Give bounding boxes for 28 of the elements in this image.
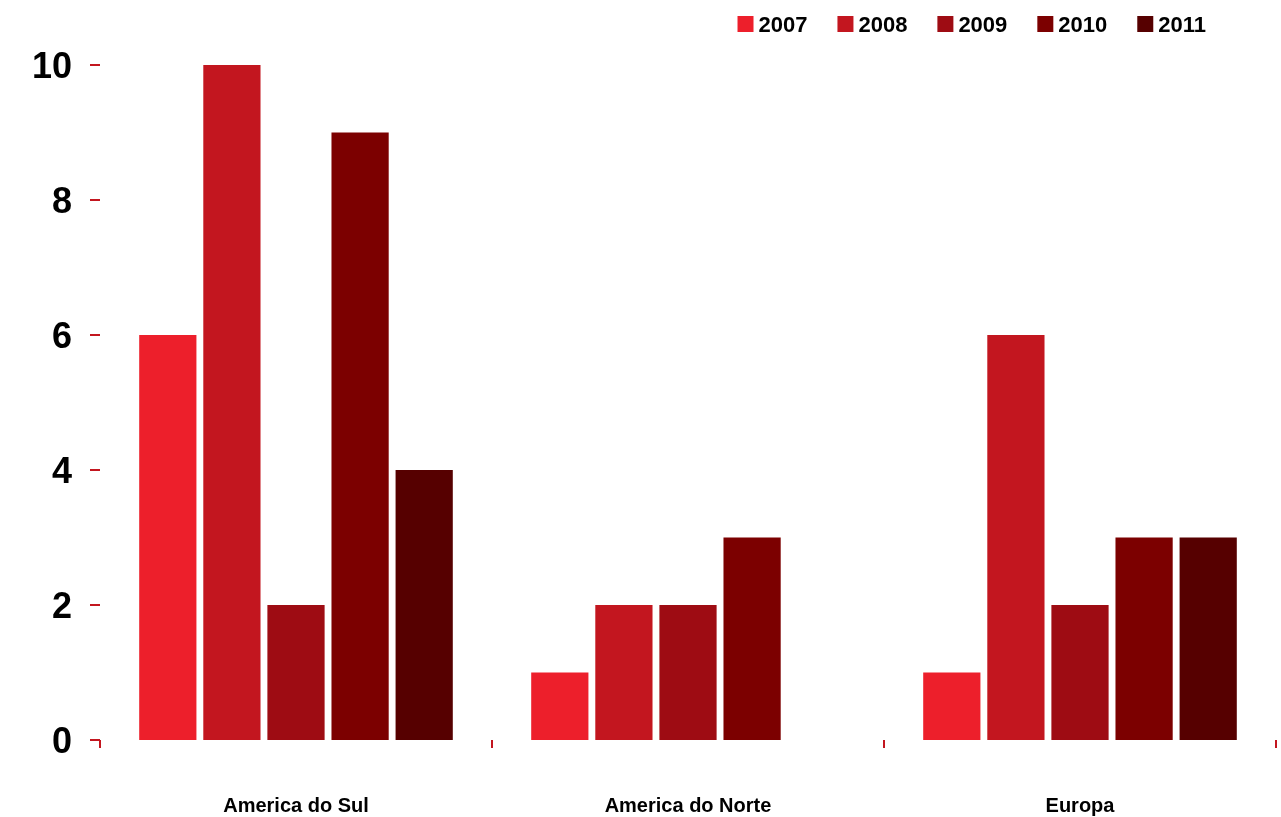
legend-label: 2010 [1058, 11, 1108, 37]
y-tick-label: 10 [31, 44, 72, 86]
bar [203, 65, 261, 740]
bar [923, 672, 981, 740]
x-tick-label: America do Norte [604, 794, 772, 816]
y-tick-label: 4 [51, 449, 72, 491]
y-tick-label: 0 [51, 719, 72, 761]
bar [395, 470, 453, 740]
x-tick-label: America do Sul [223, 794, 369, 816]
bar [1115, 537, 1173, 740]
bar [331, 132, 389, 740]
legend-label: 2008 [858, 11, 908, 37]
bar [987, 335, 1045, 740]
bar [139, 335, 197, 740]
x-tick-label: Europa [1045, 794, 1116, 816]
legend-label: 2009 [958, 11, 1008, 37]
bar [531, 672, 589, 740]
bar [659, 605, 717, 740]
bar [595, 605, 653, 740]
y-tick-label: 8 [51, 179, 72, 221]
bar [267, 605, 325, 740]
legend-label: 2007 [758, 11, 808, 37]
y-tick-label: 2 [51, 584, 72, 626]
bar [723, 537, 781, 740]
legend-label: 2011 [1158, 11, 1207, 37]
bar [1051, 605, 1109, 740]
bar [1179, 537, 1237, 740]
y-tick-label: 6 [51, 314, 72, 356]
